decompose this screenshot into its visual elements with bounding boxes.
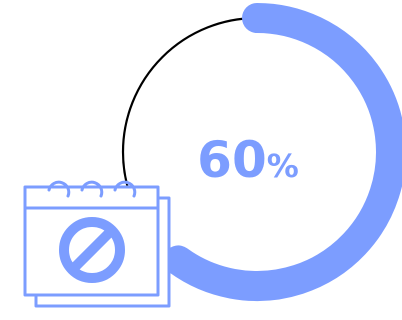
progress-arc (163, 3, 402, 301)
calendar-ring-2 (80, 180, 104, 198)
calendar-ring-1 (47, 180, 71, 198)
calendar-ring-3 (113, 180, 137, 198)
blocked-slash (68, 226, 116, 274)
progress-unit: % (267, 147, 299, 185)
progress-label: 60% (197, 131, 299, 189)
calendar-blocked-icon (23, 180, 171, 308)
blocked-circle (59, 217, 125, 283)
progress-number: 60 (197, 131, 267, 189)
